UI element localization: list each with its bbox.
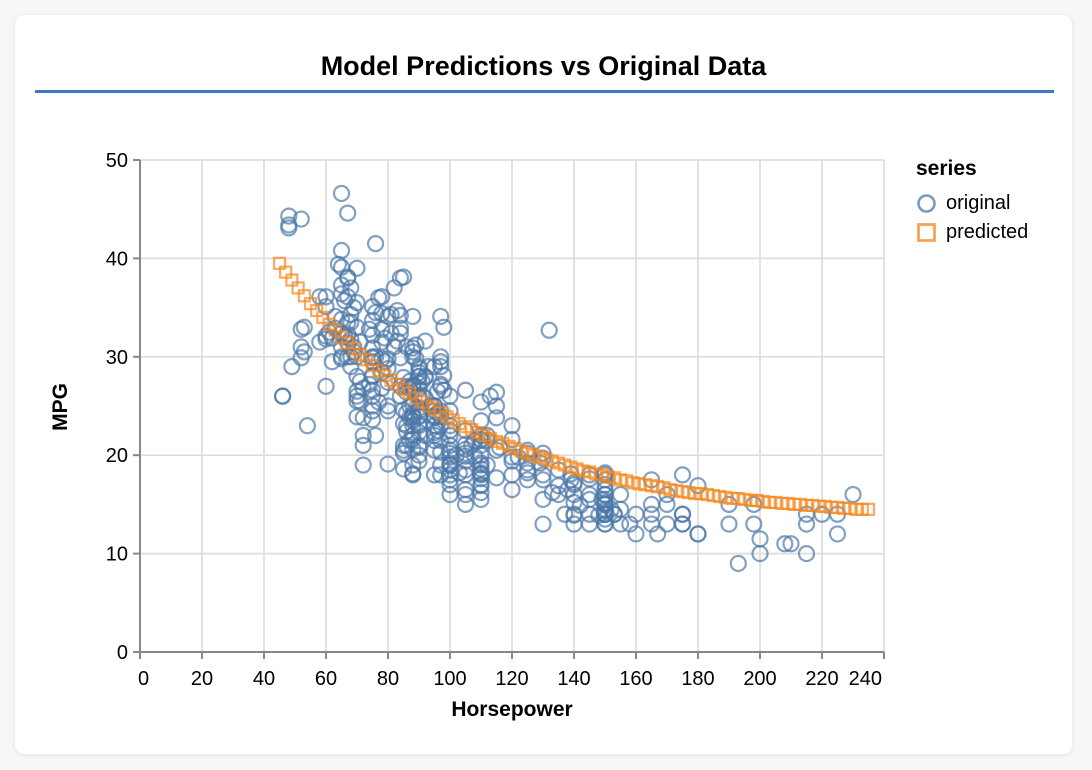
legend-item-original: original — [916, 191, 1028, 215]
svg-text:160: 160 — [619, 668, 652, 690]
chart-title: Model Predictions vs Original Data — [320, 51, 767, 81]
svg-text:20: 20 — [191, 668, 213, 690]
original-series-circle-icon — [917, 193, 936, 213]
scatter-plot: 0 20 40 60 80 100 120 140 160 180 200 220 240 0 10 20 30… — [106, 150, 885, 690]
svg-text:180: 180 — [681, 668, 714, 690]
svg-text:0: 0 — [117, 642, 128, 664]
svg-text:20: 20 — [106, 445, 128, 467]
svg-text:240: 240 — [849, 668, 882, 690]
gridlines — [139, 159, 885, 653]
svg-text:0: 0 — [138, 668, 149, 690]
legend: series original predicted — [916, 157, 1028, 249]
y-tick-labels: 0 10 20 30 40 50 — [106, 150, 128, 664]
legend-label-original: original — [946, 191, 1011, 214]
svg-text:30: 30 — [106, 347, 128, 369]
plot-area: 0 20 40 60 80 100 120 140 160 180 200 220 240 0 10 20 30… — [15, 15, 1074, 756]
points-original — [274, 184, 862, 573]
legend-label-predicted: predicted — [946, 220, 1029, 243]
svg-text:10: 10 — [106, 544, 128, 566]
svg-text:40: 40 — [106, 248, 128, 270]
svg-text:100: 100 — [433, 668, 466, 690]
svg-text:40: 40 — [253, 668, 275, 690]
svg-text:50: 50 — [106, 150, 128, 172]
svg-text:140: 140 — [557, 668, 590, 690]
predicted-series-square-icon — [917, 222, 936, 242]
x-axis-title: Horsepower — [451, 698, 573, 721]
axes — [133, 159, 885, 659]
svg-text:220: 220 — [805, 668, 838, 690]
y-axis-title: MPG — [49, 383, 72, 431]
svg-text:60: 60 — [315, 668, 337, 690]
legend-item-predicted: predicted — [916, 220, 1028, 244]
x-tick-labels: 0 20 40 60 80 100 120 140 160 180 200 220 240 — [138, 668, 882, 690]
points-predicted — [272, 256, 876, 516]
svg-text:80: 80 — [377, 668, 399, 690]
chart-card: Model Predictions vs Original Data 0 20 40… — [14, 14, 1073, 755]
svg-text:120: 120 — [495, 668, 528, 690]
title-divider — [35, 90, 1054, 93]
svg-text:200: 200 — [743, 668, 776, 690]
legend-title: series — [916, 157, 977, 180]
